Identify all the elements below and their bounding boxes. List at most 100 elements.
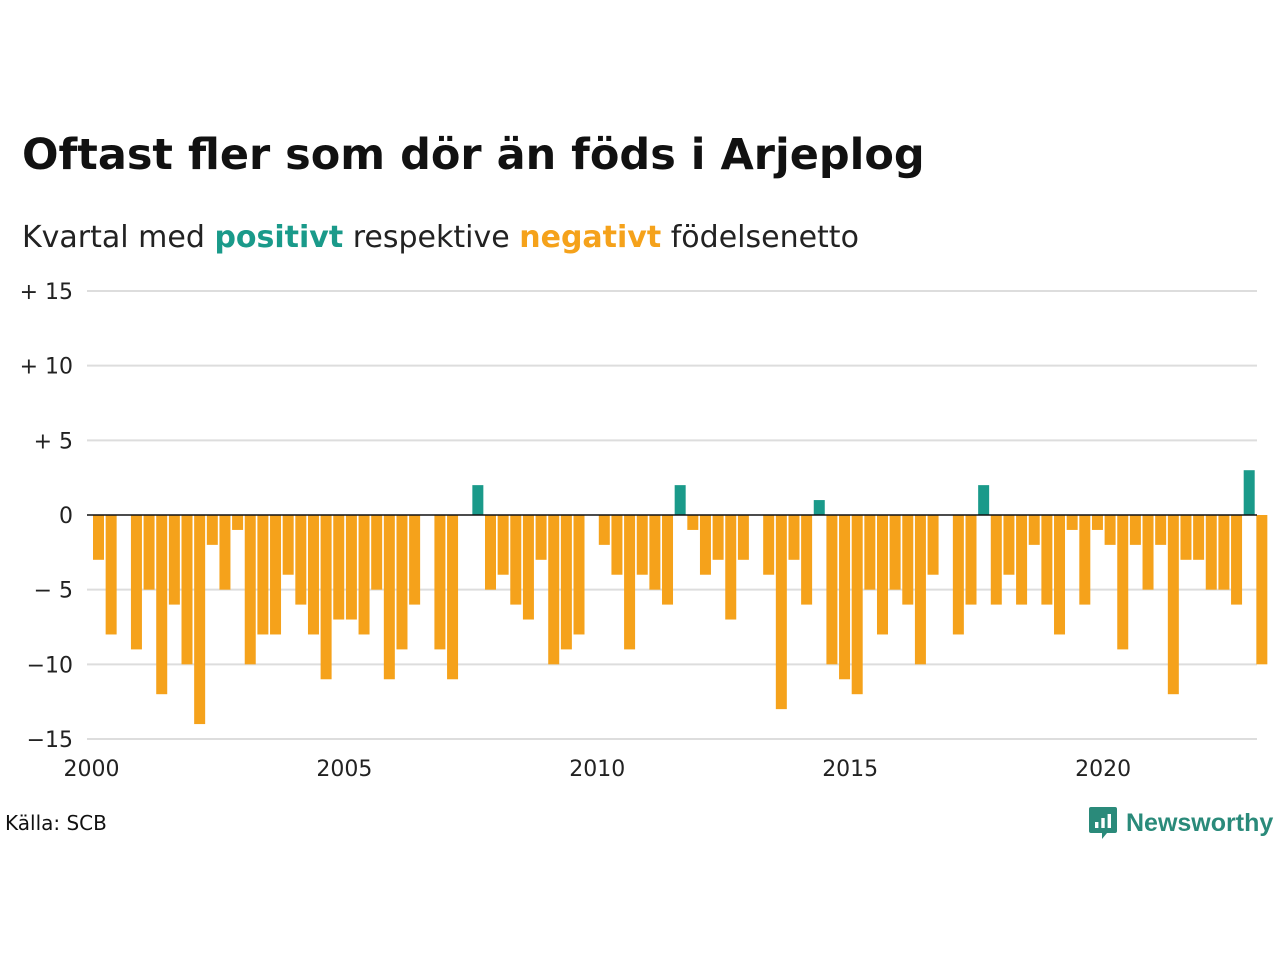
chart-title: Oftast fler som dör än föds i Arjeplog — [22, 130, 925, 180]
bar-negative — [952, 515, 964, 635]
bar-positive — [472, 485, 484, 515]
bar-negative — [826, 515, 838, 665]
bar-negative — [1218, 515, 1230, 590]
bar-negative — [510, 515, 522, 605]
bar-negative — [1066, 515, 1078, 530]
bar-negative — [611, 515, 623, 575]
bar-negative — [206, 515, 218, 545]
bar-negative — [788, 515, 800, 560]
source-note: Källa: SCB — [5, 811, 107, 835]
y-tick-label: −15 — [27, 728, 73, 753]
x-tick-label: 2010 — [569, 757, 625, 782]
bar-negative — [1155, 515, 1167, 545]
bar-negative — [1129, 515, 1141, 545]
bar-negative — [194, 515, 206, 725]
bar-negative — [181, 515, 193, 665]
bar-negative — [1028, 515, 1040, 545]
bar-negative — [864, 515, 876, 590]
bar-negative — [1041, 515, 1053, 605]
bar-negative — [927, 515, 939, 575]
y-tick-label: + 15 — [20, 280, 73, 305]
bar-negative — [282, 515, 294, 575]
bar-negative — [1256, 515, 1268, 665]
bar-negative — [737, 515, 749, 560]
bar-negative — [307, 515, 319, 635]
y-axis-labels: + 15 + 10 + 5 0 − 5 −10 −15 — [20, 280, 73, 753]
x-tick-label: 2000 — [64, 757, 120, 782]
bar-negative — [522, 515, 534, 620]
y-tick-label: −10 — [27, 653, 73, 678]
bar-negative — [965, 515, 977, 605]
bar-negative — [130, 515, 142, 650]
bar-negative — [1142, 515, 1154, 590]
bar-negative — [801, 515, 813, 605]
bar-negative — [851, 515, 863, 695]
bar-negative — [1104, 515, 1116, 545]
bar-negative — [839, 515, 851, 680]
bar-positive — [674, 485, 686, 515]
bar-negative — [1231, 515, 1243, 605]
bar-negative — [1054, 515, 1066, 635]
bar-negative — [358, 515, 370, 635]
bar-negative — [775, 515, 787, 710]
x-tick-label: 2020 — [1075, 757, 1131, 782]
bar-negative — [699, 515, 711, 575]
bar-negative — [914, 515, 926, 665]
bar-negative — [636, 515, 648, 575]
bar-negative — [712, 515, 724, 560]
newsworthy-logo-icon — [1089, 807, 1117, 839]
bars — [93, 470, 1268, 725]
bar-negative — [244, 515, 256, 665]
subtitle-negative-word: negativt — [519, 220, 662, 255]
bar-negative — [1091, 515, 1103, 530]
bar-negative — [598, 515, 610, 545]
bar-negative — [232, 515, 244, 530]
bar-negative — [371, 515, 383, 590]
bar-negative — [1079, 515, 1091, 605]
bar-negative — [143, 515, 155, 590]
bar-negative — [889, 515, 901, 590]
bar-negative — [320, 515, 332, 680]
bar-negative — [396, 515, 408, 650]
subtitle-prefix: Kvartal med — [22, 220, 205, 255]
bar-negative — [1003, 515, 1015, 575]
bar-negative — [105, 515, 117, 635]
bar-negative — [725, 515, 737, 620]
bar-negative — [548, 515, 560, 665]
bar-negative — [257, 515, 269, 635]
bar-positive — [978, 485, 990, 515]
brand-name: Newsworthy — [1126, 808, 1274, 837]
bar-negative — [560, 515, 572, 650]
y-tick-label: + 5 — [34, 429, 73, 454]
bar-negative — [485, 515, 496, 590]
bar-negative — [763, 515, 775, 575]
bar-negative — [447, 515, 459, 680]
bar-negative — [662, 515, 674, 605]
bar-negative — [1205, 515, 1217, 590]
bar-negative — [497, 515, 509, 575]
y-tick-label: 0 — [59, 504, 73, 529]
subtitle-positive-word: positivt — [214, 220, 344, 255]
bar-negative — [295, 515, 307, 605]
bar-negative — [219, 515, 231, 590]
bar-negative — [156, 515, 168, 695]
bar-negative — [1167, 515, 1179, 695]
x-axis-labels: 2000 2005 2010 2015 2020 — [64, 757, 1132, 782]
subtitle-middle: respektive — [352, 220, 510, 255]
bar-negative — [1016, 515, 1028, 605]
bar-negative — [1193, 515, 1205, 560]
chart-subtitle: Kvartal med positivt respektive negativt… — [22, 220, 859, 255]
bar-negative — [876, 515, 888, 635]
subtitle-suffix: födelsenetto — [670, 220, 859, 255]
bar-negative — [345, 515, 357, 620]
bar-negative — [383, 515, 395, 680]
bar-negative — [1180, 515, 1192, 560]
y-tick-label: + 10 — [20, 355, 73, 380]
bar-negative — [434, 515, 446, 650]
bar-negative — [624, 515, 636, 650]
brand-logo: Newsworthy — [1088, 803, 1273, 843]
bar-negative — [93, 515, 104, 560]
bar-negative — [902, 515, 914, 605]
bar-negative — [333, 515, 345, 620]
